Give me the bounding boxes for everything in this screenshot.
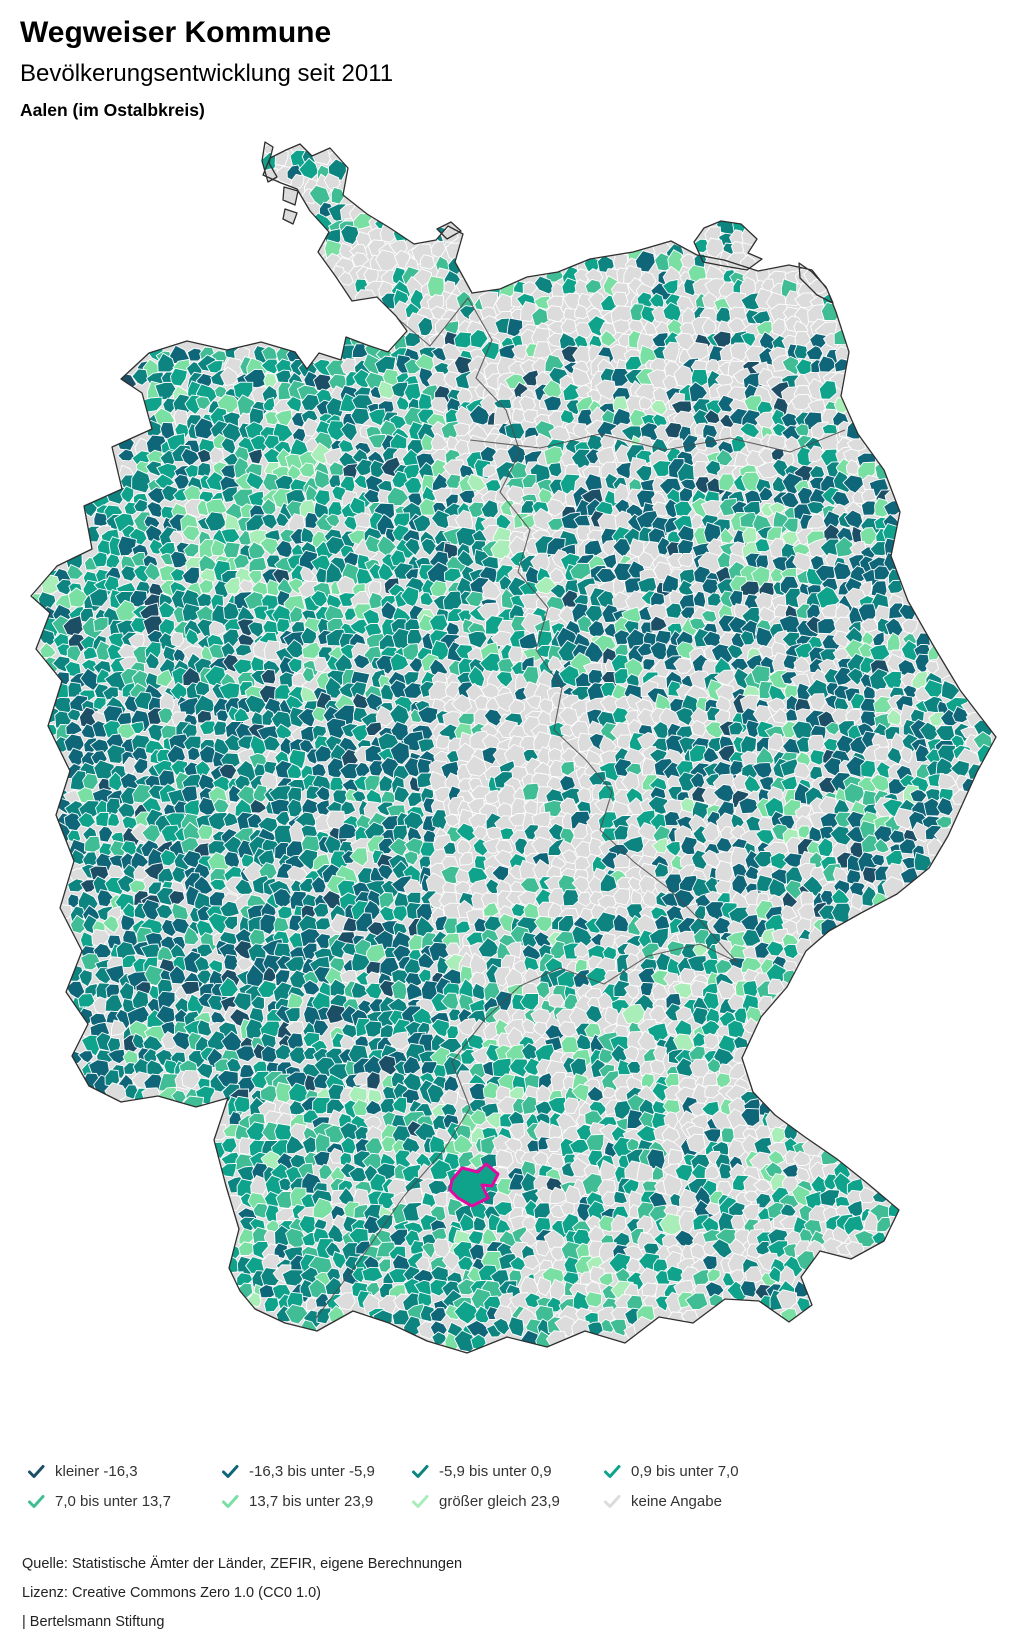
legend-item-2: -5,9 bis unter 0,9 <box>412 1463 604 1480</box>
legend-label: größer gleich 23,9 <box>439 1493 560 1510</box>
legend-item-7: keine Angabe <box>604 1493 804 1510</box>
legend-item-4: 7,0 bis unter 13,7 <box>28 1493 222 1510</box>
check-icon <box>222 1495 239 1508</box>
legend-label: 7,0 bis unter 13,7 <box>55 1493 171 1510</box>
check-icon <box>412 1465 429 1478</box>
check-icon <box>604 1465 621 1478</box>
report-footer: Quelle: Statistische Ämter der Länder, Z… <box>22 1556 462 1643</box>
license-line: Lizenz: Creative Commons Zero 1.0 (CC0 1… <box>22 1585 321 1601</box>
legend-label: 13,7 bis unter 23,9 <box>249 1493 374 1510</box>
map-legend: kleiner -16,3 -16,3 bis unter -5,9 -5,9 … <box>28 1463 804 1510</box>
check-icon <box>28 1465 45 1478</box>
legend-item-1: -16,3 bis unter -5,9 <box>222 1463 412 1480</box>
source-line: Quelle: Statistische Ämter der Länder, Z… <box>22 1556 463 1572</box>
check-icon <box>222 1465 239 1478</box>
legend-label: 0,9 bis unter 7,0 <box>631 1463 739 1480</box>
indicator-subtitle: Bevölkerungsentwicklung seit 2011 <box>20 59 394 87</box>
check-icon <box>28 1495 45 1508</box>
attribution-line: | Bertelsmann Stiftung <box>22 1614 165 1630</box>
legend-item-5: 13,7 bis unter 23,9 <box>222 1493 412 1510</box>
legend-label: -5,9 bis unter 0,9 <box>439 1463 552 1480</box>
check-icon <box>604 1495 621 1508</box>
legend-item-0: kleiner -16,3 <box>28 1463 222 1480</box>
aalen-highlight <box>448 1162 500 1208</box>
selected-municipality: Aalen (im Ostalbkreis) <box>20 99 205 120</box>
legend-label: -16,3 bis unter -5,9 <box>249 1463 375 1480</box>
legend-label: keine Angabe <box>631 1493 722 1510</box>
check-icon <box>412 1495 429 1508</box>
legend-item-6: größer gleich 23,9 <box>412 1493 604 1510</box>
report-header: Wegweiser Kommune Bevölkerungsentwicklun… <box>20 14 393 121</box>
legend-label: kleiner -16,3 <box>55 1463 138 1480</box>
page-title: Wegweiser Kommune <box>20 16 332 49</box>
legend-item-3: 0,9 bis unter 7,0 <box>604 1463 804 1480</box>
